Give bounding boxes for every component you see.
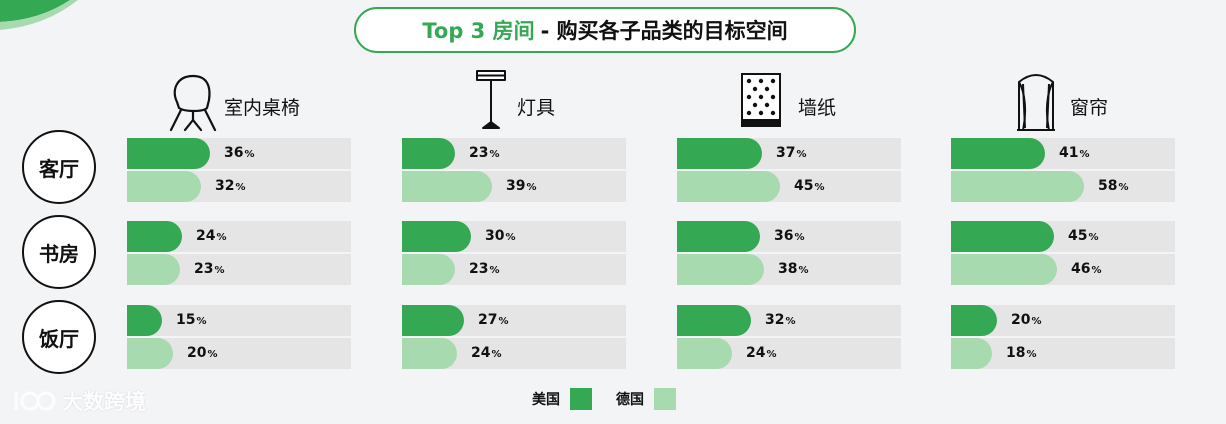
title-rest: - 购买各子品类的目标空间 [540, 19, 788, 43]
bar-value-curtains-living-room-de: 58% [1098, 178, 1129, 194]
title-accent: Top 3 房间 [422, 19, 535, 43]
bar-track-lamps-dining-room-de: 24% [402, 338, 626, 369]
bar-track-wallpaper-dining-room-us: 32% [677, 305, 901, 336]
bar-value-curtains-study-de: 46% [1071, 261, 1102, 277]
legend-label-us: 美国 [532, 392, 560, 408]
bar-wallpaper-living-room-us [677, 138, 762, 169]
bar-value-chairs-dining-room-de: 20% [187, 345, 218, 361]
legend-item-us: 美国 [532, 388, 592, 410]
bar-lamps-study-us [402, 221, 471, 252]
bar-track-curtains-living-room-de: 58% [951, 171, 1175, 202]
bar-chairs-study-us [127, 221, 182, 252]
category-label-wallpaper: 墙纸 [798, 97, 837, 119]
bar-lamps-dining-room-us [402, 305, 464, 336]
bar-curtains-dining-room-us [951, 305, 997, 336]
bar-track-lamps-living-room-us: 23% [402, 138, 626, 169]
bar-value-wallpaper-living-room-de: 45% [794, 178, 825, 194]
bar-value-chairs-dining-room-us: 15% [176, 312, 207, 328]
legend-item-de: 德国 [616, 388, 676, 410]
bar-value-wallpaper-dining-room-us: 32% [765, 312, 796, 328]
bar-track-wallpaper-dining-room-de: 24% [677, 338, 901, 369]
bar-track-curtains-study-de: 46% [951, 254, 1175, 285]
bar-value-wallpaper-dining-room-de: 24% [746, 345, 777, 361]
bar-value-lamps-dining-room-us: 27% [478, 312, 509, 328]
room-label-dining-room: 饭厅 [22, 300, 96, 374]
bar-track-curtains-living-room-us: 41% [951, 138, 1175, 169]
bar-chairs-living-room-us [127, 138, 210, 169]
bar-value-wallpaper-living-room-us: 37% [776, 145, 807, 161]
watermark-logo-icon [14, 391, 56, 411]
bar-lamps-living-room-us [402, 138, 455, 169]
bar-track-wallpaper-living-room-us: 37% [677, 138, 901, 169]
bar-value-lamps-study-de: 23% [469, 261, 500, 277]
bar-chairs-study-de [127, 254, 180, 285]
bar-value-curtains-study-us: 45% [1068, 228, 1099, 244]
bar-track-lamps-study-de: 23% [402, 254, 626, 285]
category-label-curtains: 窗帘 [1070, 97, 1109, 119]
bar-chairs-living-room-de [127, 171, 201, 202]
bar-track-chairs-living-room-de: 32% [127, 171, 351, 202]
bar-track-lamps-living-room-de: 39% [402, 171, 626, 202]
bar-track-curtains-study-us: 45% [951, 221, 1175, 252]
bar-lamps-living-room-de [402, 171, 492, 202]
bar-value-lamps-dining-room-de: 24% [471, 345, 502, 361]
category-label-chairs: 室内桌椅 [224, 97, 301, 119]
bar-value-chairs-living-room-de: 32% [215, 178, 246, 194]
bar-track-lamps-dining-room-us: 27% [402, 305, 626, 336]
bar-value-lamps-living-room-de: 39% [506, 178, 537, 194]
bar-wallpaper-study-us [677, 221, 760, 252]
bar-track-curtains-dining-room-us: 20% [951, 305, 1175, 336]
floor-lamp-icon [474, 68, 508, 136]
bar-lamps-dining-room-de [402, 338, 457, 369]
corner-decoration [0, 0, 90, 30]
category-label-lamps: 灯具 [517, 97, 556, 119]
bar-track-wallpaper-study-us: 36% [677, 221, 901, 252]
bar-track-chairs-study-us: 24% [127, 221, 351, 252]
bar-value-curtains-dining-room-us: 20% [1011, 312, 1042, 328]
bar-track-chairs-living-room-us: 36% [127, 138, 351, 169]
bar-value-lamps-living-room-us: 23% [469, 145, 500, 161]
chair-icon [163, 70, 223, 136]
bar-value-wallpaper-study-de: 38% [778, 261, 809, 277]
bar-lamps-study-de [402, 254, 455, 285]
bar-wallpaper-living-room-de [677, 171, 780, 202]
bar-track-lamps-study-us: 30% [402, 221, 626, 252]
legend-label-de: 德国 [616, 392, 644, 408]
bar-wallpaper-dining-room-us [677, 305, 751, 336]
chart-title: Top 3 房间 - 购买各子品类的目标空间 [354, 7, 856, 53]
bar-track-chairs-dining-room-us: 15% [127, 305, 351, 336]
bar-track-wallpaper-study-de: 38% [677, 254, 901, 285]
bar-curtains-living-room-de [951, 171, 1084, 202]
bar-track-wallpaper-living-room-de: 45% [677, 171, 901, 202]
bar-curtains-study-us [951, 221, 1054, 252]
bar-value-chairs-study-de: 23% [194, 261, 225, 277]
watermark-text: 大数跨境 [62, 390, 146, 414]
bar-curtains-living-room-us [951, 138, 1045, 169]
bar-wallpaper-dining-room-de [677, 338, 732, 369]
bar-curtains-study-de [951, 254, 1057, 285]
bar-chairs-dining-room-us [127, 305, 162, 336]
bar-chairs-dining-room-de [127, 338, 173, 369]
bar-curtains-dining-room-de [951, 338, 992, 369]
bar-track-chairs-dining-room-de: 20% [127, 338, 351, 369]
wallpaper-icon [740, 72, 784, 134]
curtain-icon [1015, 72, 1057, 136]
watermark: 大数跨境 [12, 386, 146, 416]
bar-value-chairs-study-us: 24% [196, 228, 227, 244]
bar-value-wallpaper-study-us: 36% [774, 228, 805, 244]
bar-value-chairs-living-room-us: 36% [224, 145, 255, 161]
bar-track-curtains-dining-room-de: 18% [951, 338, 1175, 369]
bar-value-curtains-living-room-us: 41% [1059, 145, 1090, 161]
bar-wallpaper-study-de [677, 254, 764, 285]
bar-value-curtains-dining-room-de: 18% [1006, 345, 1037, 361]
bar-track-chairs-study-de: 23% [127, 254, 351, 285]
room-label-study: 书房 [22, 215, 96, 289]
room-label-living-room: 客厅 [22, 130, 96, 204]
legend-swatch-de [654, 388, 676, 410]
legend-swatch-us [570, 388, 592, 410]
bar-value-lamps-study-us: 30% [485, 228, 516, 244]
